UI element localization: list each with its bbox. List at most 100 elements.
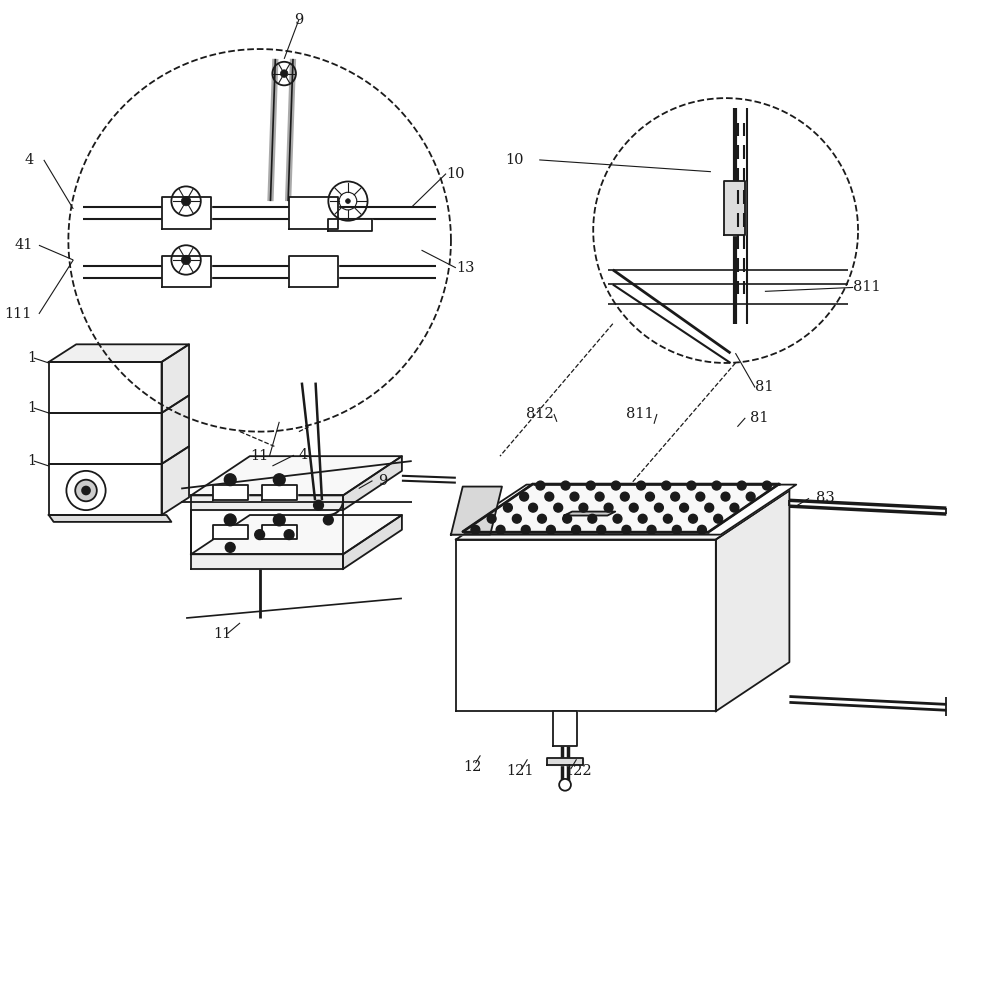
Polygon shape [49,362,162,413]
Circle shape [698,526,706,535]
Circle shape [586,481,595,490]
Circle shape [538,514,546,523]
Circle shape [597,526,606,535]
Circle shape [314,500,323,510]
Polygon shape [162,395,189,464]
Circle shape [545,492,554,501]
Circle shape [273,514,285,526]
Polygon shape [343,515,402,569]
Circle shape [714,514,723,523]
Circle shape [646,492,654,501]
Polygon shape [547,758,583,765]
Text: 83: 83 [816,491,835,505]
Circle shape [687,481,696,490]
Circle shape [638,514,647,523]
Circle shape [671,492,680,501]
Circle shape [561,481,570,490]
Circle shape [487,514,496,523]
Polygon shape [191,495,343,510]
Polygon shape [162,344,189,413]
Circle shape [721,492,730,501]
Text: 11: 11 [250,449,268,463]
Polygon shape [262,485,297,500]
Circle shape [559,779,571,791]
Circle shape [280,70,288,77]
Circle shape [730,503,739,512]
Circle shape [654,503,663,512]
Circle shape [570,492,579,501]
Circle shape [762,481,771,490]
Circle shape [737,481,746,490]
Circle shape [672,526,681,535]
Circle shape [255,530,265,540]
Text: 121: 121 [506,764,533,778]
Polygon shape [262,525,297,539]
Polygon shape [191,554,343,569]
Polygon shape [289,256,338,287]
Circle shape [629,503,638,512]
Text: 812: 812 [526,407,554,421]
Circle shape [224,474,236,486]
Polygon shape [328,219,372,231]
Circle shape [520,492,529,501]
Circle shape [680,503,688,512]
Text: 10: 10 [446,167,465,181]
Circle shape [181,196,191,206]
Circle shape [181,255,191,265]
Circle shape [637,481,645,490]
Circle shape [604,503,613,512]
Polygon shape [553,711,577,746]
Circle shape [647,526,656,535]
Polygon shape [213,485,248,500]
Circle shape [572,526,580,535]
Polygon shape [162,256,211,287]
Polygon shape [463,484,780,532]
Circle shape [620,492,629,501]
Circle shape [595,492,604,501]
Polygon shape [191,456,402,495]
Polygon shape [49,515,171,522]
Circle shape [705,503,714,512]
Polygon shape [451,485,796,535]
Polygon shape [451,487,502,535]
Text: 81: 81 [750,411,769,425]
Circle shape [512,514,521,523]
Text: 811: 811 [626,407,653,421]
Circle shape [536,481,545,490]
Polygon shape [456,540,716,711]
Text: 12: 12 [464,760,482,774]
Polygon shape [162,197,211,229]
Polygon shape [213,525,248,539]
Circle shape [471,526,480,535]
Circle shape [346,199,350,203]
Circle shape [579,503,588,512]
Circle shape [563,514,572,523]
Text: 81: 81 [755,381,774,394]
Polygon shape [162,446,189,515]
Polygon shape [49,464,162,515]
Circle shape [75,480,97,501]
Circle shape [503,503,512,512]
Text: 111: 111 [5,307,32,321]
Text: 41: 41 [14,238,33,252]
Circle shape [689,514,697,523]
Circle shape [712,481,721,490]
Text: 1: 1 [27,351,36,365]
Text: 13: 13 [456,261,474,275]
Circle shape [662,481,671,490]
Text: 10: 10 [505,153,523,167]
Polygon shape [191,515,402,554]
Circle shape [554,503,563,512]
Circle shape [696,492,705,501]
Circle shape [746,492,755,501]
Polygon shape [456,490,789,540]
Circle shape [273,474,285,486]
Circle shape [663,514,672,523]
Text: 1: 1 [27,401,36,415]
Polygon shape [564,511,615,515]
Text: 4: 4 [24,153,33,167]
Text: 4: 4 [299,448,308,462]
Circle shape [323,515,333,525]
Circle shape [66,471,106,510]
Circle shape [611,481,620,490]
